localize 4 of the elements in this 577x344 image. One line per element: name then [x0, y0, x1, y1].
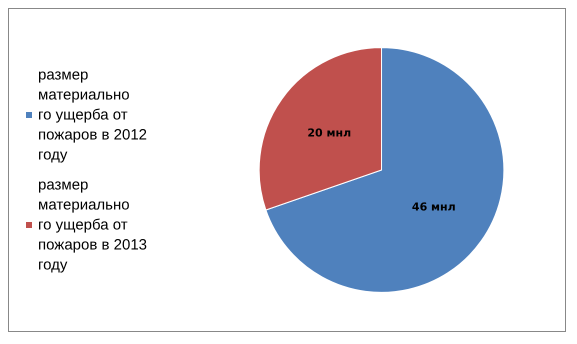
legend-label: размер материального ущерба от пожаров в 2013 году — [38, 176, 152, 274]
data-label: 46 мнл — [412, 200, 456, 214]
legend-label: размер материального ущерба от пожаров в 2012 году — [38, 66, 152, 164]
data-label: 20 мнл — [307, 126, 352, 140]
